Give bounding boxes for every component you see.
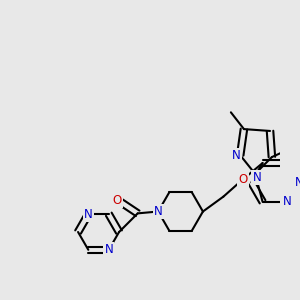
Text: N: N xyxy=(84,208,93,221)
Text: N: N xyxy=(104,243,113,256)
Text: N: N xyxy=(253,171,261,184)
Text: N: N xyxy=(282,195,291,208)
Text: O: O xyxy=(238,173,247,186)
Text: N: N xyxy=(295,176,300,189)
Text: N: N xyxy=(232,149,241,162)
Text: N: N xyxy=(154,205,163,218)
Text: O: O xyxy=(112,194,122,207)
